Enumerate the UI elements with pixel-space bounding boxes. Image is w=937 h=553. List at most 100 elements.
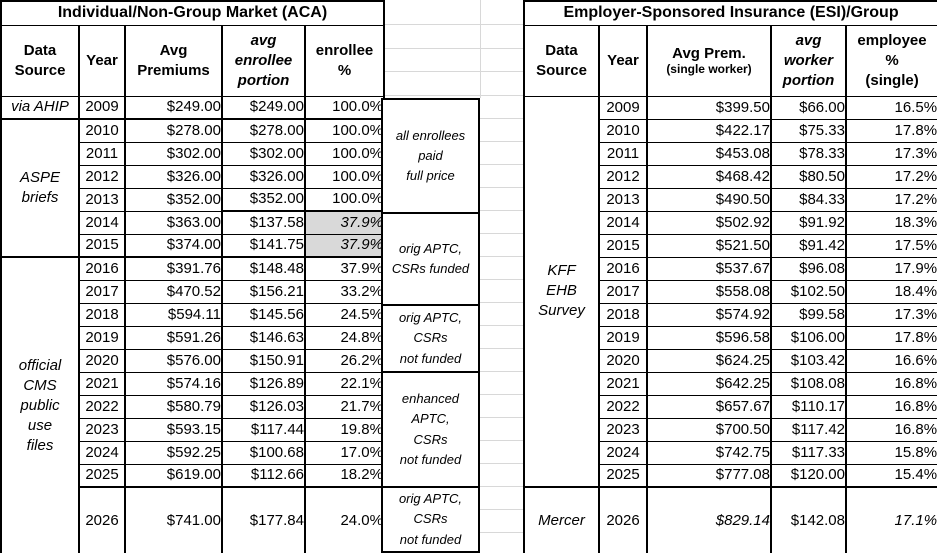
pct-cell[interactable]: 15.8% [844,440,937,465]
pct-cell[interactable]: 19.8% [304,417,385,442]
pct-cell[interactable]: 17.3% [844,141,937,166]
year-cell[interactable]: 2013 [598,187,648,212]
premium-cell[interactable]: $777.08 [646,463,772,488]
year-cell[interactable]: 2012 [78,164,126,189]
portion-cell[interactable]: $326.00 [221,164,306,189]
year-cell[interactable]: 2016 [598,256,648,281]
portion-cell[interactable]: $108.08 [770,371,847,396]
pct-cell[interactable]: 100.0% [304,95,385,120]
premium-cell[interactable]: $521.50 [646,233,772,258]
source-cell[interactable]: KFF EHB Survey [523,95,600,488]
premium-cell[interactable]: $624.25 [646,348,772,373]
pct-cell[interactable]: 100.0% [304,141,385,166]
header-enrollee-pct[interactable]: enrollee % [304,24,385,97]
header-avg-premiums[interactable]: Avg Premiums [124,24,223,97]
premium-cell[interactable]: $829.14 [646,486,772,553]
pct-cell[interactable]: 18.2% [304,463,385,488]
premium-cell[interactable]: $576.00 [124,348,223,373]
year-cell[interactable]: 2010 [78,118,126,143]
portion-cell[interactable]: $278.00 [221,118,306,143]
pct-cell[interactable]: 100.0% [304,187,385,212]
pct-cell[interactable]: 100.0% [304,118,385,143]
premium-cell[interactable]: $558.08 [646,279,772,304]
pct-cell[interactable]: 24.0% [304,486,385,553]
year-cell[interactable]: 2019 [598,325,648,350]
portion-cell[interactable]: $80.50 [770,164,847,189]
portion-cell[interactable]: $137.58 [221,210,306,235]
year-cell[interactable]: 2017 [598,279,648,304]
premium-cell[interactable]: $741.00 [124,486,223,553]
portion-cell[interactable]: $102.50 [770,279,847,304]
pct-cell[interactable]: 16.8% [844,417,937,442]
portion-cell[interactable]: $249.00 [221,95,306,120]
portion-cell[interactable]: $177.84 [221,486,306,553]
premium-cell[interactable]: $422.17 [646,118,772,143]
portion-cell[interactable]: $352.00 [221,187,306,212]
portion-cell[interactable]: $150.91 [221,348,306,373]
annotation-2026[interactable]: orig APTC, CSRs not funded [381,486,480,553]
year-cell[interactable]: 2018 [78,302,126,327]
portion-cell[interactable]: $66.00 [770,95,847,120]
year-cell[interactable]: 2011 [78,141,126,166]
year-cell[interactable]: 2009 [598,95,648,120]
year-cell[interactable]: 2026 [78,486,126,553]
table-title[interactable]: Employer-Sponsored Insurance (ESI)/Group [522,0,937,26]
portion-cell[interactable]: $75.33 [770,118,847,143]
annotation-csrs-not-funded[interactable]: orig APTC, CSRs not funded [381,304,480,373]
year-cell[interactable]: 2009 [78,95,126,120]
year-cell[interactable]: 2026 [598,486,648,553]
portion-cell[interactable]: $148.48 [221,256,306,281]
year-cell[interactable]: 2025 [78,463,126,488]
year-cell[interactable]: 2015 [78,233,126,258]
portion-cell[interactable]: $145.56 [221,302,306,327]
premium-cell[interactable]: $470.52 [124,279,223,304]
pct-cell[interactable]: 100.0% [304,164,385,189]
portion-cell[interactable]: $146.63 [221,325,306,350]
pct-cell[interactable]: 37.9% [304,256,385,281]
year-cell[interactable]: 2015 [598,233,648,258]
premium-cell[interactable]: $591.26 [124,325,223,350]
header-avg-worker-portion[interactable]: avg worker portion [770,24,847,97]
premium-cell[interactable]: $399.50 [646,95,772,120]
pct-cell[interactable]: 16.5% [844,95,937,120]
portion-cell[interactable]: $100.68 [221,440,306,465]
year-cell[interactable]: 2014 [598,210,648,235]
pct-cell-shaded[interactable]: 37.9% [304,233,385,258]
header-data-source[interactable]: Data Source [0,24,80,97]
premium-cell[interactable]: $302.00 [124,141,223,166]
annotation-enhanced-aptc[interactable]: enhanced APTC, CSRs not funded [381,371,480,488]
header-year[interactable]: Year [78,24,126,97]
premium-cell[interactable]: $468.42 [646,164,772,189]
premium-cell[interactable]: $326.00 [124,164,223,189]
pct-cell[interactable]: 24.5% [304,302,385,327]
header-employee-pct-single[interactable]: employee % (single) [844,24,937,97]
pct-cell[interactable]: 26.2% [304,348,385,373]
premium-cell[interactable]: $700.50 [646,417,772,442]
pct-cell[interactable]: 18.3% [844,210,937,235]
portion-cell[interactable]: $84.33 [770,187,847,212]
portion-cell[interactable]: $141.75 [221,233,306,258]
pct-cell[interactable]: 16.8% [844,371,937,396]
pct-cell[interactable]: 22.1% [304,371,385,396]
portion-cell[interactable]: $91.42 [770,233,847,258]
portion-cell[interactable]: $96.08 [770,256,847,281]
portion-cell[interactable]: $103.42 [770,348,847,373]
source-cell[interactable]: official CMS public use files [0,256,80,553]
premium-cell[interactable]: $249.00 [124,95,223,120]
year-cell[interactable]: 2024 [598,440,648,465]
annotation-full-price[interactable]: all enrollees paid full price [381,98,480,214]
pct-cell[interactable]: 17.8% [844,325,937,350]
premium-cell[interactable]: $574.92 [646,302,772,327]
portion-cell[interactable]: $156.21 [221,279,306,304]
premium-cell[interactable]: $593.15 [124,417,223,442]
pct-cell-shaded[interactable]: 37.9% [304,210,385,235]
header-year[interactable]: Year [598,24,648,97]
premium-cell[interactable]: $592.25 [124,440,223,465]
portion-cell[interactable]: $99.58 [770,302,847,327]
portion-cell[interactable]: $142.08 [770,486,847,553]
pct-cell[interactable]: 17.0% [304,440,385,465]
pct-cell[interactable]: 17.3% [844,302,937,327]
pct-cell[interactable]: 17.9% [844,256,937,281]
premium-cell[interactable]: $596.58 [646,325,772,350]
year-cell[interactable]: 2013 [78,187,126,212]
